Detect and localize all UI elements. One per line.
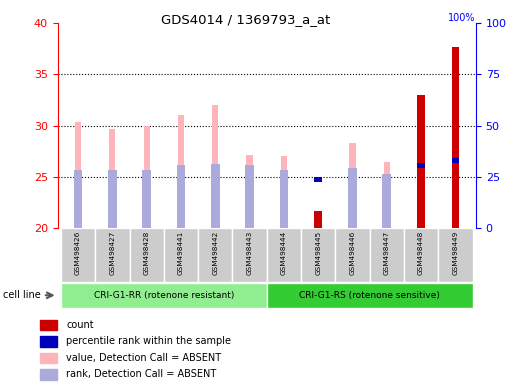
- Bar: [246, 154, 253, 228]
- Bar: [348, 168, 357, 228]
- Bar: [335, 228, 370, 282]
- Bar: [438, 228, 472, 282]
- Text: CRI-G1-RR (rotenone resistant): CRI-G1-RR (rotenone resistant): [94, 291, 234, 300]
- Bar: [281, 156, 287, 228]
- Text: GSM498427: GSM498427: [109, 231, 116, 275]
- Bar: [382, 174, 391, 228]
- Text: GSM498426: GSM498426: [75, 231, 81, 275]
- Text: GSM498444: GSM498444: [281, 231, 287, 275]
- Bar: [370, 228, 404, 282]
- Text: GSM498447: GSM498447: [384, 231, 390, 275]
- Bar: [178, 116, 184, 228]
- Bar: [40, 369, 57, 379]
- Bar: [301, 228, 335, 282]
- Bar: [108, 170, 117, 228]
- Bar: [95, 228, 130, 282]
- Bar: [61, 228, 95, 282]
- Text: GSM498442: GSM498442: [212, 231, 218, 275]
- Bar: [314, 177, 322, 182]
- Bar: [74, 170, 83, 228]
- Bar: [198, 228, 232, 282]
- Text: rank, Detection Call = ABSENT: rank, Detection Call = ABSENT: [66, 369, 217, 379]
- Bar: [280, 170, 288, 228]
- Bar: [40, 319, 57, 330]
- Bar: [417, 163, 425, 169]
- Text: CRI-G1-RS (rotenone sensitive): CRI-G1-RS (rotenone sensitive): [299, 291, 440, 300]
- Text: count: count: [66, 320, 94, 330]
- Text: GSM498448: GSM498448: [418, 231, 424, 275]
- Bar: [130, 228, 164, 282]
- Bar: [314, 211, 322, 228]
- Bar: [109, 129, 116, 228]
- Text: percentile rank within the sample: percentile rank within the sample: [66, 336, 231, 346]
- Text: GSM498441: GSM498441: [178, 231, 184, 275]
- Bar: [211, 164, 220, 228]
- Text: GSM498428: GSM498428: [144, 231, 150, 275]
- Bar: [75, 122, 81, 228]
- Bar: [267, 283, 472, 308]
- Bar: [232, 228, 267, 282]
- Bar: [245, 165, 254, 228]
- Bar: [212, 105, 219, 228]
- Bar: [164, 228, 198, 282]
- Text: GDS4014 / 1369793_a_at: GDS4014 / 1369793_a_at: [161, 13, 331, 26]
- Text: GSM498443: GSM498443: [246, 231, 253, 275]
- Bar: [142, 170, 151, 228]
- Text: GSM498449: GSM498449: [452, 231, 458, 275]
- Bar: [417, 95, 425, 228]
- Bar: [349, 143, 356, 228]
- Bar: [451, 47, 459, 228]
- Bar: [417, 166, 425, 228]
- Bar: [404, 228, 438, 282]
- Text: 100%: 100%: [448, 13, 476, 23]
- Bar: [177, 165, 185, 228]
- Bar: [40, 353, 57, 363]
- Bar: [451, 158, 459, 163]
- Text: value, Detection Call = ABSENT: value, Detection Call = ABSENT: [66, 353, 221, 363]
- Text: cell line: cell line: [3, 290, 40, 300]
- Bar: [267, 228, 301, 282]
- Text: GSM498446: GSM498446: [349, 231, 356, 275]
- Bar: [61, 283, 267, 308]
- Bar: [40, 336, 57, 346]
- Bar: [384, 162, 390, 228]
- Bar: [144, 126, 150, 228]
- Text: GSM498445: GSM498445: [315, 231, 321, 275]
